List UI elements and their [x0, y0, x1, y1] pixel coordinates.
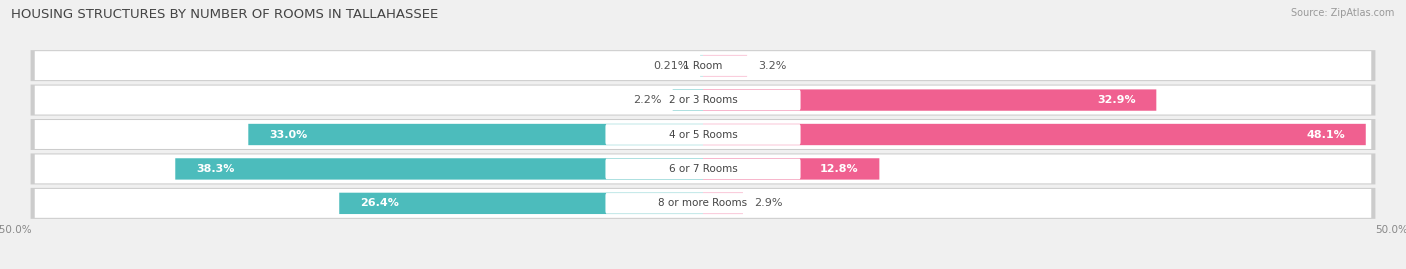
FancyBboxPatch shape: [31, 153, 1375, 185]
Text: 0.21%: 0.21%: [654, 61, 689, 71]
FancyBboxPatch shape: [176, 158, 703, 180]
FancyBboxPatch shape: [31, 119, 1375, 150]
FancyBboxPatch shape: [31, 84, 1375, 116]
FancyBboxPatch shape: [606, 90, 800, 110]
FancyBboxPatch shape: [606, 159, 800, 179]
FancyBboxPatch shape: [35, 86, 1371, 115]
Text: 8 or more Rooms: 8 or more Rooms: [658, 198, 748, 208]
Text: 2.9%: 2.9%: [754, 198, 783, 208]
Text: 12.8%: 12.8%: [820, 164, 859, 174]
Text: 4 or 5 Rooms: 4 or 5 Rooms: [669, 129, 737, 140]
FancyBboxPatch shape: [703, 55, 747, 76]
FancyBboxPatch shape: [700, 55, 703, 76]
FancyBboxPatch shape: [249, 124, 703, 145]
Text: 33.0%: 33.0%: [269, 129, 308, 140]
Text: 38.3%: 38.3%: [195, 164, 235, 174]
FancyBboxPatch shape: [35, 51, 1371, 80]
FancyBboxPatch shape: [703, 193, 742, 214]
FancyBboxPatch shape: [339, 193, 703, 214]
FancyBboxPatch shape: [35, 120, 1371, 149]
Text: 3.2%: 3.2%: [758, 61, 786, 71]
Text: 48.1%: 48.1%: [1306, 129, 1346, 140]
Text: HOUSING STRUCTURES BY NUMBER OF ROOMS IN TALLAHASSEE: HOUSING STRUCTURES BY NUMBER OF ROOMS IN…: [11, 8, 439, 21]
Text: 2.2%: 2.2%: [633, 95, 662, 105]
Text: 1 Room: 1 Room: [683, 61, 723, 71]
Text: 32.9%: 32.9%: [1097, 95, 1136, 105]
Text: 26.4%: 26.4%: [360, 198, 399, 208]
FancyBboxPatch shape: [703, 89, 1156, 111]
FancyBboxPatch shape: [606, 55, 800, 76]
Text: 2 or 3 Rooms: 2 or 3 Rooms: [669, 95, 737, 105]
FancyBboxPatch shape: [606, 124, 800, 145]
Text: 6 or 7 Rooms: 6 or 7 Rooms: [669, 164, 737, 174]
FancyBboxPatch shape: [703, 124, 1365, 145]
Text: Source: ZipAtlas.com: Source: ZipAtlas.com: [1291, 8, 1395, 18]
FancyBboxPatch shape: [31, 188, 1375, 219]
FancyBboxPatch shape: [672, 89, 703, 111]
FancyBboxPatch shape: [35, 154, 1371, 183]
FancyBboxPatch shape: [35, 189, 1371, 218]
FancyBboxPatch shape: [703, 158, 879, 180]
FancyBboxPatch shape: [606, 193, 800, 214]
FancyBboxPatch shape: [31, 50, 1375, 81]
